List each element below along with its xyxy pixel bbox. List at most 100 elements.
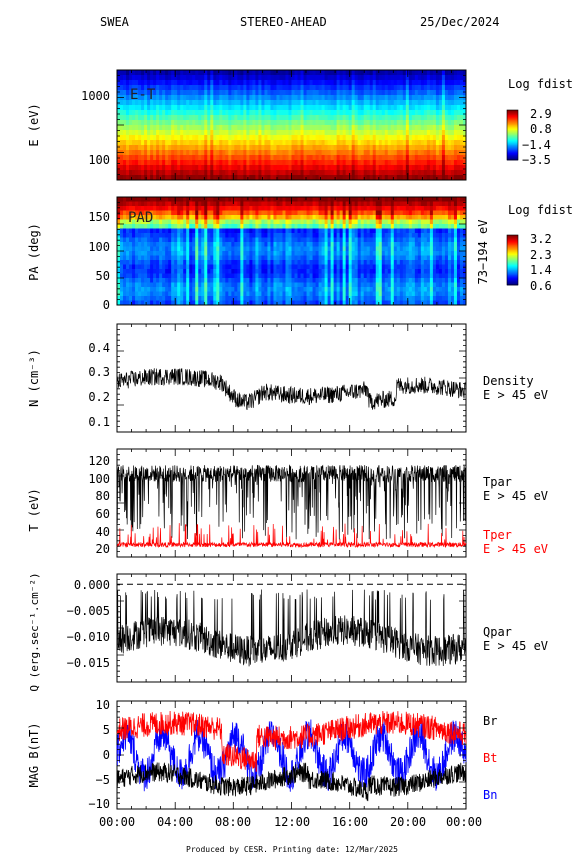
- temperature-ytick: 40: [96, 525, 110, 539]
- temperature-panel: 120 100 80 60 40 20 T (eV) Tpar E > 45 e…: [27, 448, 548, 558]
- axis-tick-marks: [116, 69, 467, 181]
- tper-legend-name: Tper: [483, 528, 512, 542]
- mag-ytick: 10: [96, 698, 110, 712]
- energy-ytick-1000: 1000: [81, 89, 110, 103]
- energy-spectrogram-row: [117, 80, 467, 86]
- energy-spectrogram-row: [117, 145, 467, 151]
- mag-ytick: −5: [96, 773, 110, 787]
- qpar-legend-name: Qpar: [483, 625, 512, 639]
- axis-tick-marks: [116, 196, 467, 306]
- qflux-ytick: −0.005: [67, 604, 110, 618]
- qflux-ylabel: Q (erg.sec⁻¹.cm⁻²): [28, 572, 41, 691]
- pa-colorbar: [506, 234, 519, 286]
- date-title: 25/Dec/2024: [420, 15, 499, 29]
- density-ytick: 0.3: [88, 365, 110, 379]
- instrument-title: SWEA: [100, 15, 130, 29]
- energy-spectrogram-row: [117, 170, 467, 176]
- pa-spectrogram-row: [117, 291, 467, 297]
- qpar-legend-sub: E > 45 eV: [483, 639, 548, 653]
- time-tick-label: 00:00: [99, 815, 135, 829]
- pa-spectrogram-row: [117, 233, 467, 238]
- pitch-angle-annotation: PAD: [128, 210, 153, 226]
- axis-tick-marks: [116, 700, 467, 810]
- density-ytick: 0.4: [88, 341, 110, 355]
- axis-tick-marks: [116, 323, 467, 433]
- pa-spectrogram-row: [117, 242, 467, 247]
- pa-cbar-tick: 3.2: [530, 232, 552, 246]
- energy-spectrogram-row: [117, 115, 467, 121]
- time-tick-label: 12:00: [274, 815, 310, 829]
- energy-colorbar-title: Log fdist: [508, 77, 573, 91]
- tpar-series-line: [116, 464, 467, 540]
- density-legend-sub: E > 45 eV: [483, 388, 548, 402]
- energy-spectrogram-row: [117, 75, 467, 81]
- footer-credit: Produced by CESR. Printing date: 12/Mar/…: [186, 845, 398, 854]
- density-ylabel: N (cm⁻³): [27, 349, 41, 407]
- pa-ytick: 50: [96, 269, 110, 283]
- pa-spectrogram-row: [117, 255, 467, 261]
- energy-spectrogram-row: [117, 160, 467, 166]
- tpar-legend-sub: E > 45 eV: [483, 489, 548, 503]
- pa-spectrogram-row: [117, 246, 467, 252]
- energy-spectrogram-row: [117, 130, 467, 136]
- pa-spectrogram-row: [117, 282, 467, 288]
- tper-series-line: [116, 523, 467, 549]
- mag-ytick: 0: [103, 748, 110, 762]
- mag-ytick: 5: [103, 723, 110, 737]
- energy-colorbar: [506, 109, 519, 161]
- energy-cbar-tick: 0.8: [530, 122, 552, 136]
- energy-spectrogram-row: [117, 100, 467, 106]
- temperature-ytick: 80: [96, 489, 110, 503]
- density-legend-name: Density: [483, 374, 534, 388]
- energy-cbar-tick: −1.4: [522, 138, 551, 152]
- pa-spectrogram-row: [117, 215, 467, 220]
- energy-cbar-tick: 2.9: [530, 107, 552, 121]
- pa-spectrogram-row: [117, 264, 467, 270]
- time-tick-label: 20:00: [390, 815, 426, 829]
- pa-spectrogram-row: [117, 287, 467, 292]
- pitch-angle-spectrogram-image: [117, 197, 467, 306]
- bt-legend-name: Bt: [483, 751, 497, 765]
- energy-ytick-100: 100: [88, 153, 110, 167]
- bt-series-line: [116, 711, 467, 773]
- tpar-legend-name: Tpar: [483, 475, 512, 489]
- axis-tick-marks: [116, 448, 467, 558]
- pa-ytick: 0: [103, 298, 110, 312]
- pa-cbar-tick: 2.3: [530, 248, 552, 262]
- pa-spectrogram-row: [117, 237, 467, 243]
- pa-spectrogram-row: [117, 206, 467, 211]
- energy-spectrogram-row: [117, 165, 467, 171]
- temperature-ytick: 20: [96, 542, 110, 556]
- energy-spectrogram-image: [117, 70, 467, 181]
- pitch-angle-panel: PAD 150 100 50 0 PA (deg) 73−194 eV Log …: [27, 196, 573, 312]
- qpar-series-line: [116, 589, 467, 667]
- pa-spectrogram-row: [117, 300, 467, 306]
- density-panel: 0.4 0.3 0.2 0.1 N (cm⁻³) Density E > 45 …: [27, 323, 548, 433]
- temperature-ytick: 60: [96, 507, 110, 521]
- pa-spectrogram-row: [117, 273, 467, 279]
- br-legend-name: Br: [483, 714, 497, 728]
- energy-spectrogram-row: [117, 155, 467, 161]
- pa-spectrogram-row: [117, 260, 467, 265]
- pa-spectrogram-row: [117, 210, 467, 216]
- pa-ylabel: PA (deg): [27, 223, 41, 281]
- temperature-ytick: 120: [88, 454, 110, 468]
- density-ytick: 0.2: [88, 390, 110, 404]
- pa-spectrogram-row: [117, 296, 467, 301]
- pa-spectrogram-row: [117, 224, 467, 229]
- density-ytick: 0.1: [88, 415, 110, 429]
- spacecraft-title: STEREO-AHEAD: [240, 15, 327, 29]
- time-tick-label: 08:00: [215, 815, 251, 829]
- energy-spectrogram-row: [117, 140, 467, 146]
- pa-cbar-tick: 0.6: [530, 279, 552, 293]
- axis-tick-marks: [116, 573, 467, 683]
- pa-spectrogram-row: [117, 269, 467, 274]
- qflux-ytick: −0.015: [67, 656, 110, 670]
- br-series-line: [116, 762, 467, 802]
- energy-spectrogram-row: [117, 125, 467, 131]
- heat-flux-panel: 0.000 −0.005 −0.010 −0.015 Q (erg.sec⁻¹.…: [28, 572, 548, 691]
- energy-spectrogram-panel: E-T 1000 100 E (eV) Log fdist 2.9 0.8 −1…: [27, 69, 573, 181]
- pa-energy-range-label: 73−194 eV: [476, 219, 490, 284]
- energy-spectrogram-row: [117, 90, 467, 96]
